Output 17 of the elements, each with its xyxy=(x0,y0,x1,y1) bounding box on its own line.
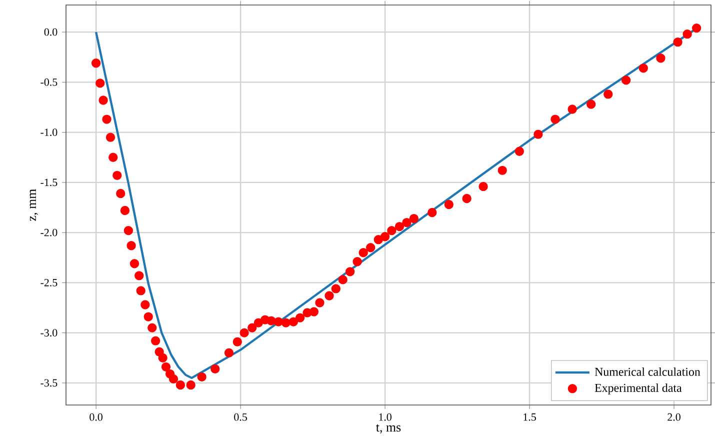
x-tick-label: 2.0 xyxy=(668,413,680,421)
x-axis-title: t, ms xyxy=(376,424,401,434)
x-tick-label: 1.5 xyxy=(524,413,536,421)
y-tick-label: -2.0 xyxy=(40,228,58,236)
y-tick-label: -1.5 xyxy=(40,178,58,186)
y-tick-label: -0.5 xyxy=(40,78,58,86)
y-tick-label: -3.0 xyxy=(40,329,58,337)
x-tick-label: 1.0 xyxy=(379,413,392,421)
y-axis-title: z, mm xyxy=(30,189,38,221)
y-tick-label: -1.0 xyxy=(40,128,58,136)
legend-label: Numerical calculation xyxy=(594,367,700,376)
legend-label: Experimental data xyxy=(594,384,682,394)
y-tick-label: -3.5 xyxy=(40,379,58,387)
x-tick-label: 0.5 xyxy=(234,413,247,421)
y-tick-label: -2.5 xyxy=(40,278,58,286)
y-tick-label: 0.0 xyxy=(44,28,58,36)
x-tick-label: 0.0 xyxy=(90,413,102,421)
